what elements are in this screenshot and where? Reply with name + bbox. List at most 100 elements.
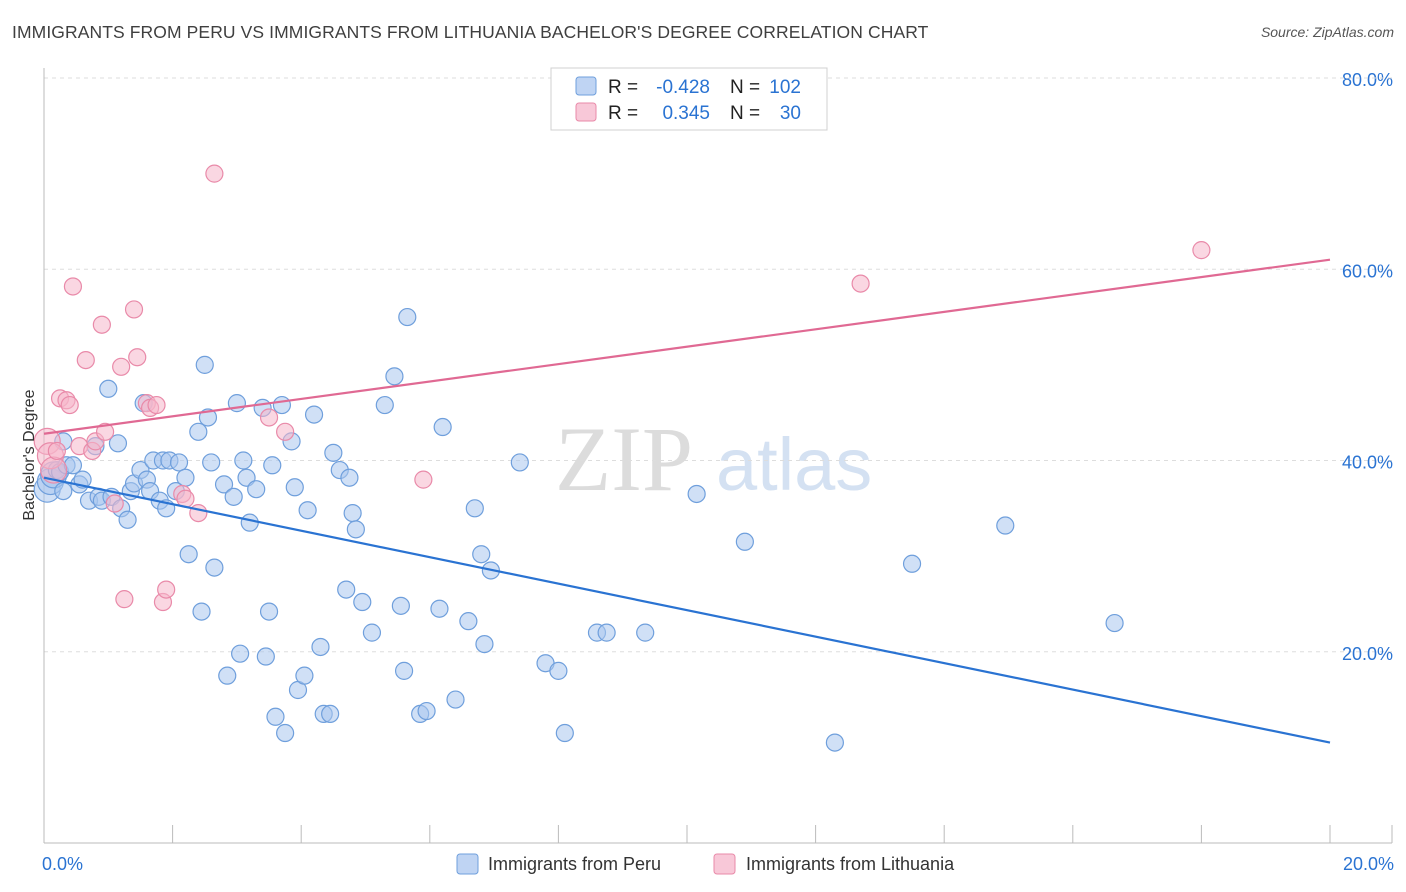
peru-point: [192, 602, 211, 621]
peru-point: [1105, 613, 1124, 633]
watermark: ZIP atlas: [555, 408, 872, 510]
peru-n-label: N =: [730, 77, 760, 98]
peru-point: [430, 599, 449, 618]
peru-point: [465, 499, 484, 518]
peru-point: [996, 516, 1015, 535]
peru-point: [231, 644, 250, 663]
lithuania-point: [115, 590, 134, 609]
peru-point: [259, 602, 279, 621]
lithuania-series-label: Immigrants from Lithuania: [746, 854, 955, 874]
peru-point: [298, 501, 317, 520]
peru-point: [189, 422, 208, 441]
x-tick-label-max: 20.0%: [1343, 854, 1394, 874]
lithuania-point: [205, 164, 224, 183]
peru-point: [276, 723, 295, 743]
lithuania-point: [95, 422, 115, 441]
peru-point: [446, 690, 465, 709]
lithuania-point: [47, 441, 66, 461]
peru-point: [735, 532, 754, 551]
peru-point: [385, 367, 404, 386]
peru-point: [311, 637, 330, 657]
lithuania-point: [63, 277, 83, 296]
y-tick-label: 40.0%: [1342, 453, 1393, 473]
peru-point: [272, 395, 292, 415]
peru-point: [247, 480, 266, 499]
peru-point: [195, 355, 214, 374]
lithuania-series-swatch: [713, 853, 736, 875]
lithuania-r-value: 0.345: [662, 103, 710, 124]
lithuania-point: [60, 395, 79, 415]
peru-point: [224, 487, 243, 506]
peru-point: [549, 661, 568, 680]
peru-r-value: -0.428: [656, 77, 710, 98]
lithuania-point: [1192, 241, 1211, 260]
peru-point: [99, 379, 118, 398]
peru-legend-swatch: [575, 76, 597, 96]
peru-point: [398, 307, 417, 327]
peru-r-label: R =: [608, 77, 638, 98]
lithuania-point: [128, 348, 147, 367]
peru-point: [324, 443, 343, 462]
peru-point: [391, 596, 410, 615]
stats-legend-box: [550, 67, 828, 131]
lithuania-point: [157, 580, 176, 599]
lithuania-trend-line: [43, 258, 1331, 435]
peru-point: [375, 395, 394, 415]
peru-point: [240, 513, 259, 532]
peru-point: [362, 623, 382, 642]
y-tick-label: 60.0%: [1342, 261, 1393, 281]
lithuania-point: [124, 300, 144, 319]
peru-point: [346, 520, 365, 539]
peru-point: [353, 592, 372, 612]
lithuania-point: [76, 350, 95, 370]
lithuania-point: [112, 357, 131, 376]
peru-point: [597, 623, 616, 642]
peru-point: [472, 545, 491, 564]
trend-lines: [43, 258, 1331, 744]
peru-point: [510, 453, 529, 472]
peru-point: [108, 434, 128, 453]
peru-point: [902, 554, 922, 573]
peru-point: [687, 484, 706, 504]
peru-point: [234, 451, 253, 470]
y-axis-label: Bachelor's Degree: [21, 389, 38, 520]
peru-series-label: Immigrants from Peru: [488, 854, 661, 874]
peru-point: [394, 661, 414, 680]
peru-point: [266, 707, 285, 726]
data-points: [33, 164, 1211, 752]
lithuania-point: [276, 422, 295, 441]
peru-point: [214, 475, 234, 494]
peru-trend-line: [43, 476, 1331, 744]
lithuania-n-value: 30: [780, 103, 801, 124]
peru-point: [343, 503, 362, 523]
lithuania-n-label: N =: [730, 103, 760, 124]
x-tick-label-min: 0.0%: [42, 854, 83, 874]
stats-legend: R = -0.428 N = 102 R = 0.345 N = 30: [550, 67, 828, 131]
watermark-atlas: atlas: [716, 423, 872, 506]
peru-point: [256, 647, 275, 666]
lithuania-point: [147, 395, 166, 415]
source-credit: Source: ZipAtlas.com: [1260, 24, 1394, 40]
lithuania-point: [92, 315, 111, 334]
peru-point: [285, 478, 304, 497]
lithuania-point: [189, 503, 208, 523]
peru-point: [205, 558, 224, 577]
lithuania-legend-swatch: [575, 102, 597, 122]
peru-point: [475, 634, 494, 654]
peru-point: [118, 510, 137, 529]
peru-point: [825, 733, 844, 752]
lithuania-point: [259, 408, 279, 427]
peru-point: [176, 468, 195, 487]
peru-point: [555, 723, 574, 743]
peru-point: [304, 405, 324, 424]
peru-point: [179, 545, 198, 564]
lithuania-point: [414, 470, 433, 489]
peru-point: [417, 701, 436, 721]
peru-point: [459, 612, 478, 631]
peru-point: [433, 417, 452, 437]
y-tick-label: 80.0%: [1342, 70, 1393, 90]
lithuania-point: [851, 274, 870, 293]
gridlines: 20.0% 40.0% 60.0% 80.0%: [44, 70, 1393, 664]
peru-point: [218, 666, 237, 685]
